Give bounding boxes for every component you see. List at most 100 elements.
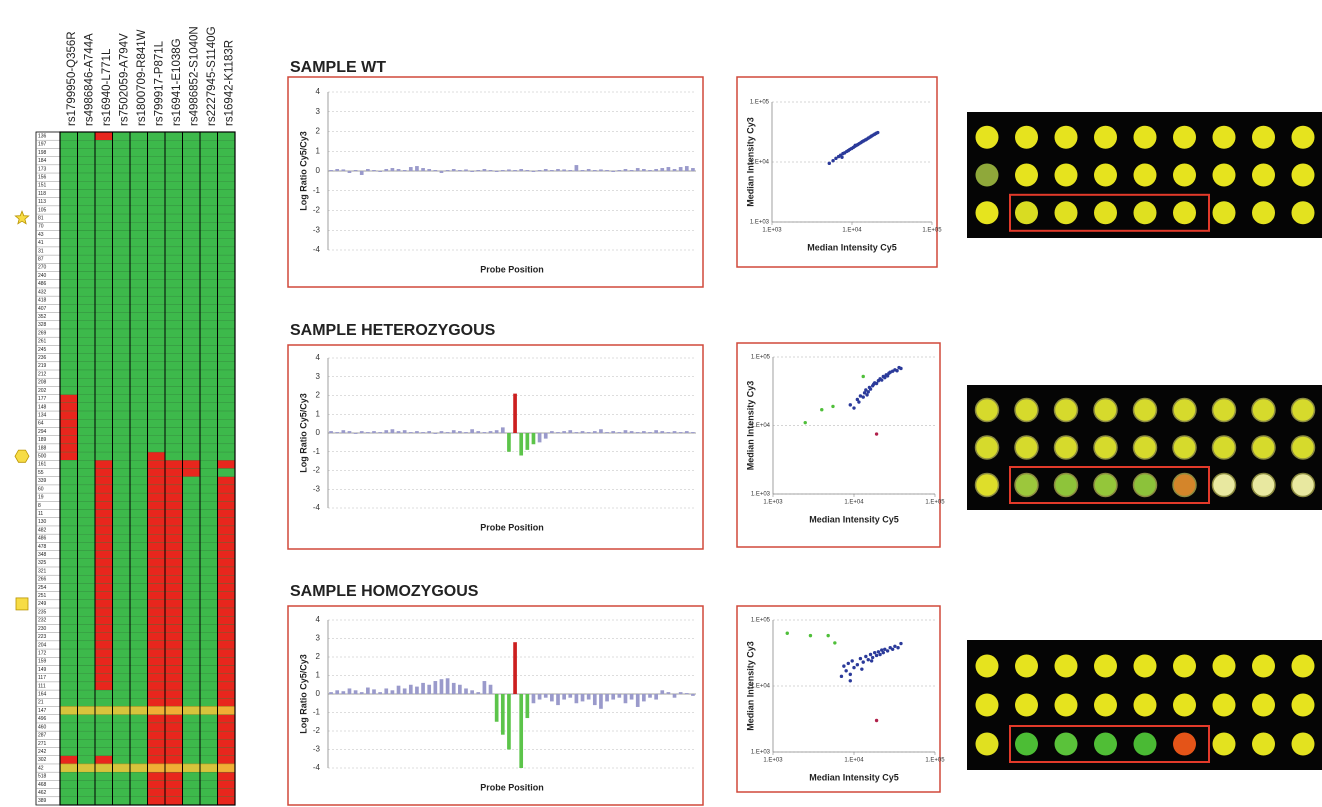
genotype-cell — [183, 189, 201, 197]
bar — [624, 694, 628, 703]
genotype-cell — [78, 181, 96, 189]
bar — [464, 169, 468, 171]
genotype-cell — [218, 222, 236, 230]
genotype-cell — [183, 230, 201, 238]
bar — [667, 167, 671, 171]
genotype-cell — [130, 567, 148, 575]
genotype-cell — [60, 157, 78, 165]
genotype-cell — [183, 592, 201, 600]
genotype-cell — [218, 526, 236, 534]
genotype-cell — [200, 575, 218, 583]
bar — [593, 170, 597, 171]
genotype-cell — [218, 641, 236, 649]
bar — [605, 432, 609, 433]
genotype-cell — [183, 698, 201, 706]
genotype-cell — [78, 222, 96, 230]
bar — [470, 171, 474, 172]
genotype-cell — [200, 510, 218, 518]
genotype-cell — [95, 469, 113, 477]
genotype-cell — [218, 690, 236, 698]
genotype-cell — [200, 493, 218, 501]
genotype-cell — [183, 165, 201, 173]
row-label: 188 — [38, 445, 47, 451]
genotype-cell — [113, 690, 131, 698]
x-axis-label: Median Intensity Cy5 — [809, 772, 899, 782]
genotype-cell — [165, 542, 183, 550]
array-spot — [1094, 655, 1117, 678]
genotype-cell — [165, 354, 183, 362]
genotype-cell — [183, 206, 201, 214]
genotype-cell — [165, 682, 183, 690]
array-spot — [1094, 164, 1117, 187]
scatter-point — [862, 395, 865, 398]
genotype-cell — [183, 583, 201, 591]
genotype-cell — [60, 272, 78, 280]
genotype-cell — [200, 173, 218, 181]
bar — [421, 683, 425, 694]
genotype-cell — [200, 665, 218, 673]
genotype-cell — [218, 600, 236, 608]
bar — [654, 694, 658, 700]
genotype-cell — [165, 280, 183, 288]
bar — [409, 167, 413, 171]
genotype-cell — [78, 674, 96, 682]
genotype-cell — [78, 239, 96, 247]
genotype-cell — [60, 280, 78, 288]
bar — [421, 432, 425, 433]
genotype-cell — [165, 575, 183, 583]
row-label: 11 — [38, 511, 43, 517]
genotype-cell — [78, 321, 96, 329]
array-spot — [1213, 436, 1236, 459]
genotype-cell — [95, 633, 113, 641]
genotype-cell — [130, 362, 148, 370]
array-spot — [1134, 164, 1157, 187]
genotype-cell — [165, 411, 183, 419]
column-header: rs4986852-S1040N — [188, 26, 200, 126]
genotype-cell — [165, 739, 183, 747]
genotype-cell — [60, 641, 78, 649]
genotype-cell — [78, 789, 96, 797]
bar — [685, 693, 689, 694]
row-label: 321 — [38, 568, 47, 574]
bar — [489, 685, 493, 694]
genotype-cell — [113, 427, 131, 435]
array-spot — [1134, 474, 1157, 497]
genotype-cell — [218, 460, 236, 468]
genotype-cell — [130, 592, 148, 600]
array-spot — [1173, 655, 1196, 678]
genotype-cell — [200, 551, 218, 559]
genotype-cell — [148, 780, 166, 788]
genotype-cell — [60, 608, 78, 616]
genotype-cell — [200, 189, 218, 197]
row-label: 161 — [38, 462, 47, 468]
genotype-cell — [165, 616, 183, 624]
genotype-cell — [183, 313, 201, 321]
bar — [636, 432, 640, 433]
genotype-cell — [95, 583, 113, 591]
bar — [519, 694, 523, 768]
bar — [397, 686, 401, 694]
y-tick-label: 2 — [316, 127, 321, 136]
genotype-cell — [165, 780, 183, 788]
genotype-cell — [183, 247, 201, 255]
genotype-cell — [218, 345, 236, 353]
y-tick-label: 2 — [316, 391, 321, 400]
genotype-cell — [165, 641, 183, 649]
bar — [513, 642, 517, 694]
genotype-cell — [165, 665, 183, 673]
genotype-cell — [148, 682, 166, 690]
genotype-cell — [183, 345, 201, 353]
genotype-cell — [113, 386, 131, 394]
y-tick-label: -3 — [313, 225, 321, 234]
genotype-cell — [130, 772, 148, 780]
y-tick-label: -1 — [313, 186, 321, 195]
genotype-cell — [183, 263, 201, 271]
row-label: 468 — [38, 782, 47, 788]
genotype-cell — [78, 411, 96, 419]
genotype-cell — [60, 403, 78, 411]
genotype-cell — [218, 567, 236, 575]
genotype-cell — [60, 378, 78, 386]
bar — [415, 687, 419, 694]
array-spot — [1055, 655, 1078, 678]
genotype-cell — [218, 378, 236, 386]
